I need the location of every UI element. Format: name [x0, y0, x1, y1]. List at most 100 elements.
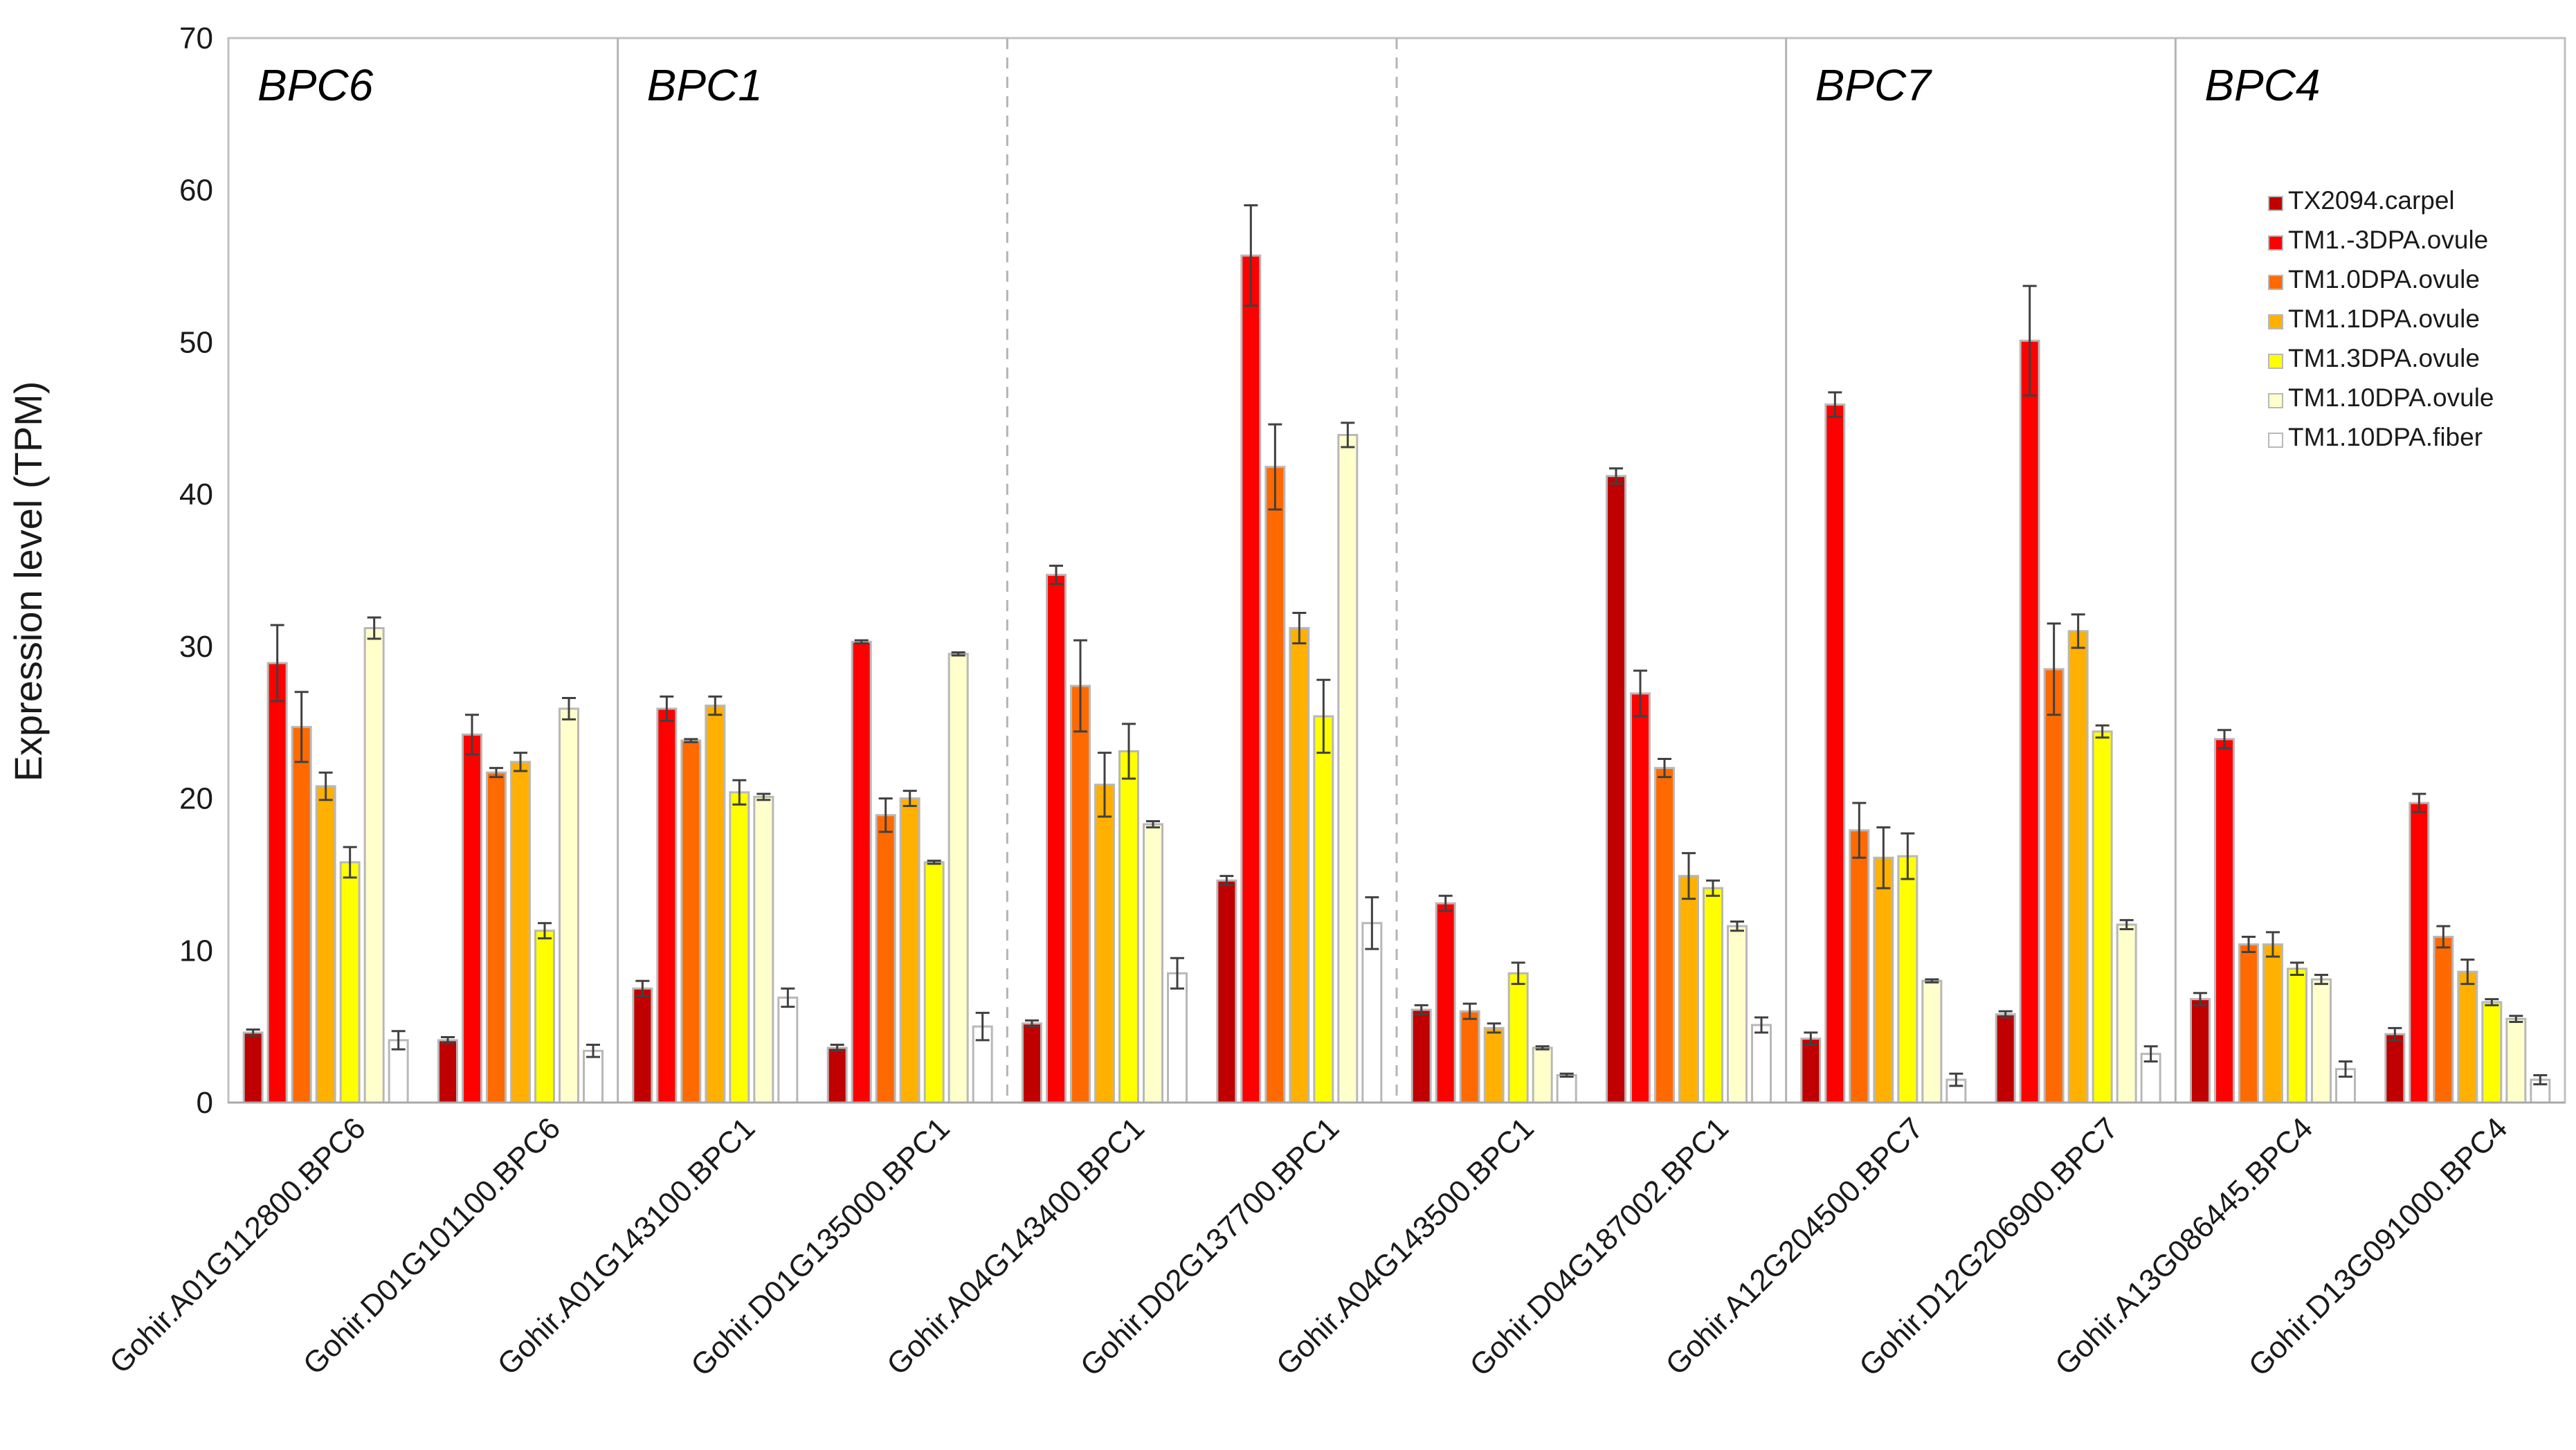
- bar: [632, 987, 653, 1104]
- bar: [753, 795, 774, 1104]
- bar: [1800, 1037, 1822, 1104]
- y-tick-label: 10: [179, 934, 213, 968]
- bar: [583, 1049, 604, 1104]
- legend-swatch: [2268, 314, 2283, 329]
- bar: [1459, 1010, 1480, 1104]
- bar: [534, 930, 555, 1104]
- bar: [1630, 692, 1651, 1104]
- bar: [851, 640, 872, 1104]
- legend: TX2094.carpel TM1.-3DPA.ovule TM1.0DPA.ovu…: [2268, 186, 2494, 451]
- bar: [1118, 750, 1139, 1104]
- bar: [315, 785, 336, 1104]
- bar: [1143, 823, 1163, 1104]
- gene-group-label-bpc7: BPC7: [1815, 60, 1933, 110]
- bar: [242, 1031, 264, 1104]
- bar: [1556, 1073, 1577, 1104]
- bar: [462, 733, 482, 1104]
- bar: [875, 814, 896, 1104]
- bar: [339, 861, 361, 1104]
- bar: [1654, 767, 1675, 1104]
- bar: [1532, 1046, 1553, 1104]
- bar: [486, 771, 507, 1104]
- bar: [2433, 936, 2454, 1104]
- bar: [2238, 943, 2259, 1104]
- bar: [510, 761, 531, 1104]
- gene-group-label-bpc1: BPC1: [647, 60, 763, 110]
- bar: [2505, 1017, 2527, 1104]
- bar: [266, 662, 288, 1104]
- gene-group-label-bpc4: BPC4: [2204, 60, 2320, 110]
- legend-swatch: [2268, 354, 2283, 369]
- bar: [1703, 887, 1723, 1104]
- y-tick-label: 40: [179, 478, 213, 511]
- bar: [1824, 404, 1846, 1104]
- bar: [2481, 1001, 2503, 1104]
- error-bars: [246, 204, 2548, 1087]
- bar: [1849, 829, 1870, 1104]
- bar: [2262, 943, 2283, 1104]
- bar: [2384, 1033, 2406, 1104]
- bar: [1507, 972, 1529, 1104]
- bar: [1873, 856, 1894, 1104]
- bar: [1289, 626, 1310, 1104]
- y-tick-label: 20: [179, 782, 213, 816]
- legend-label: TM1.-3DPA.ovule: [2288, 226, 2488, 254]
- bar: [1046, 574, 1067, 1104]
- bars: [242, 254, 2551, 1104]
- bar: [899, 797, 920, 1104]
- gene-group-label-bpc6: BPC6: [257, 60, 374, 110]
- bar: [2214, 738, 2235, 1104]
- bar: [1751, 1024, 1772, 1104]
- bar: [437, 1039, 458, 1104]
- group-separators: [617, 38, 2177, 1103]
- bar: [1995, 1013, 2016, 1104]
- bar: [2457, 970, 2478, 1104]
- y-tick-label: 60: [179, 174, 213, 208]
- bar: [1070, 685, 1091, 1104]
- legend-swatch: [2268, 433, 2283, 448]
- legend-swatch: [2268, 235, 2283, 251]
- x-tick-labels: Gohir.A01G112800.BPC6Gohir.D01G101100.BP…: [103, 1111, 2514, 1383]
- legend-label: TM1.10DPA.ovule: [2288, 383, 2494, 412]
- bar: [1435, 902, 1456, 1104]
- y-tick-label: 30: [179, 630, 213, 664]
- legend-swatch: [2268, 393, 2283, 408]
- bar: [363, 626, 385, 1104]
- bar: [705, 705, 726, 1104]
- legend-label: TM1.0DPA.ovule: [2288, 265, 2480, 293]
- y-tick-labels: 0 10 20 30 40 50 60 70: [179, 21, 213, 1120]
- bar: [1216, 879, 1237, 1104]
- bar: [923, 861, 945, 1104]
- bar: [680, 739, 702, 1104]
- bar: [826, 1046, 848, 1104]
- gene-group-labels: BPC6 BPC1 BPC7 BPC4: [257, 60, 2321, 110]
- bar: [1094, 783, 1115, 1104]
- y-tick-label: 70: [179, 21, 213, 55]
- legend-swatch: [2268, 275, 2283, 290]
- bar: [2287, 968, 2307, 1104]
- bar: [1313, 715, 1334, 1104]
- legend-label: TM1.3DPA.ovule: [2288, 344, 2480, 372]
- bar: [1897, 855, 1919, 1104]
- bar: [777, 996, 799, 1104]
- bar: [2190, 998, 2211, 1104]
- bar: [1337, 433, 1359, 1104]
- bar: [559, 707, 579, 1104]
- legend-label: TM1.10DPA.fiber: [2288, 423, 2483, 451]
- bar: [1678, 875, 1699, 1104]
- y-tick-label: 0: [197, 1086, 213, 1120]
- legend-swatch: [2268, 196, 2283, 211]
- bar: [291, 725, 312, 1104]
- bar: [1727, 925, 1748, 1104]
- bar: [1361, 922, 1383, 1104]
- bar: [2067, 630, 2089, 1104]
- bar: [1921, 979, 1943, 1104]
- bar: [1411, 1008, 1432, 1104]
- bar: [1606, 475, 1626, 1104]
- bar: [2092, 730, 2113, 1104]
- bar: [2311, 978, 2332, 1104]
- bar: [1240, 254, 1262, 1104]
- y-tick-label: 50: [179, 325, 213, 359]
- legend-label: TX2094.carpel: [2288, 186, 2455, 215]
